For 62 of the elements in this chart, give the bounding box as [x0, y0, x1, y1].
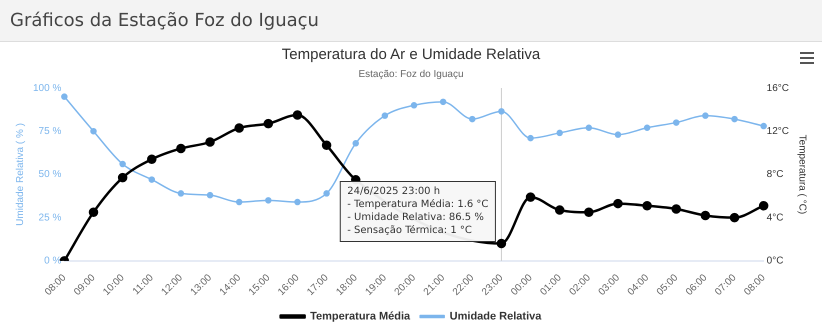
text: Gráficos da Estação Foz do Iguaçu: [0, 0, 822, 42]
y2-axis-title: Temperatura ( °C): [796, 134, 808, 214]
point: [176, 144, 186, 154]
legend-label: Temperatura Média: [310, 310, 412, 323]
point: [265, 197, 272, 204]
point: [496, 238, 506, 248]
annotation: 24/6/2025 23:00 h - Temperatura Média: 1.6 °C - Umidade Relativa: 86.5 % - Sensação Térmica: 1 °C: [347, 186, 488, 236]
point: [205, 137, 215, 147]
point: [410, 102, 418, 109]
point: [586, 124, 592, 131]
point: [61, 93, 68, 100]
point: [758, 200, 768, 210]
point: [554, 205, 564, 215]
point: [584, 207, 594, 217]
point: [90, 128, 97, 134]
y2-tick-label: 8°C: [766, 169, 784, 180]
point: [118, 172, 128, 182]
y-tick-label: 100 %: [32, 82, 62, 94]
point: [88, 207, 98, 217]
point: [614, 131, 622, 138]
point: [730, 212, 740, 222]
point: [644, 124, 650, 131]
point: [292, 110, 302, 120]
y-tick-label: 0 %: [44, 256, 62, 267]
point: [264, 118, 274, 128]
point: [526, 192, 536, 202]
point: [382, 112, 388, 119]
point: [642, 200, 652, 210]
y-tick-label: 75 %: [38, 126, 62, 137]
chart-title: Temperatura do Ar e Umidade Relativa: [282, 46, 541, 64]
y2-tick-label: 12°C: [766, 126, 789, 137]
point: [469, 116, 476, 122]
point: [731, 116, 738, 122]
point: [498, 108, 505, 115]
point: [148, 176, 156, 183]
point: [672, 119, 680, 126]
legend-label: Umidade Relativa: [450, 310, 542, 323]
point: [147, 154, 157, 164]
point: [322, 140, 332, 150]
y-tick-label: 50 %: [38, 169, 62, 180]
chart-subtitle: Estação: Foz do Iguaçu: [358, 68, 464, 80]
point: [671, 204, 681, 214]
y2-tick-label: 0°C: [766, 256, 784, 267]
point: [236, 198, 242, 206]
point: [702, 112, 709, 119]
point: [323, 190, 330, 197]
y2-tick-label: 4°C: [766, 212, 784, 224]
point: [234, 123, 244, 133]
point: [527, 134, 534, 142]
point: [700, 210, 710, 220]
point: [294, 198, 301, 206]
point: [556, 130, 563, 136]
point: [760, 122, 767, 130]
y-axis-title: Umidade Relativa ( % ): [14, 123, 26, 226]
point: [206, 192, 214, 198]
point: [613, 198, 623, 208]
point: [178, 190, 184, 197]
point: [440, 98, 446, 106]
point: [352, 140, 359, 147]
y-tick-label: 25 %: [38, 212, 62, 224]
point: [119, 160, 126, 168]
y2-tick-label: 16°C: [766, 82, 789, 94]
